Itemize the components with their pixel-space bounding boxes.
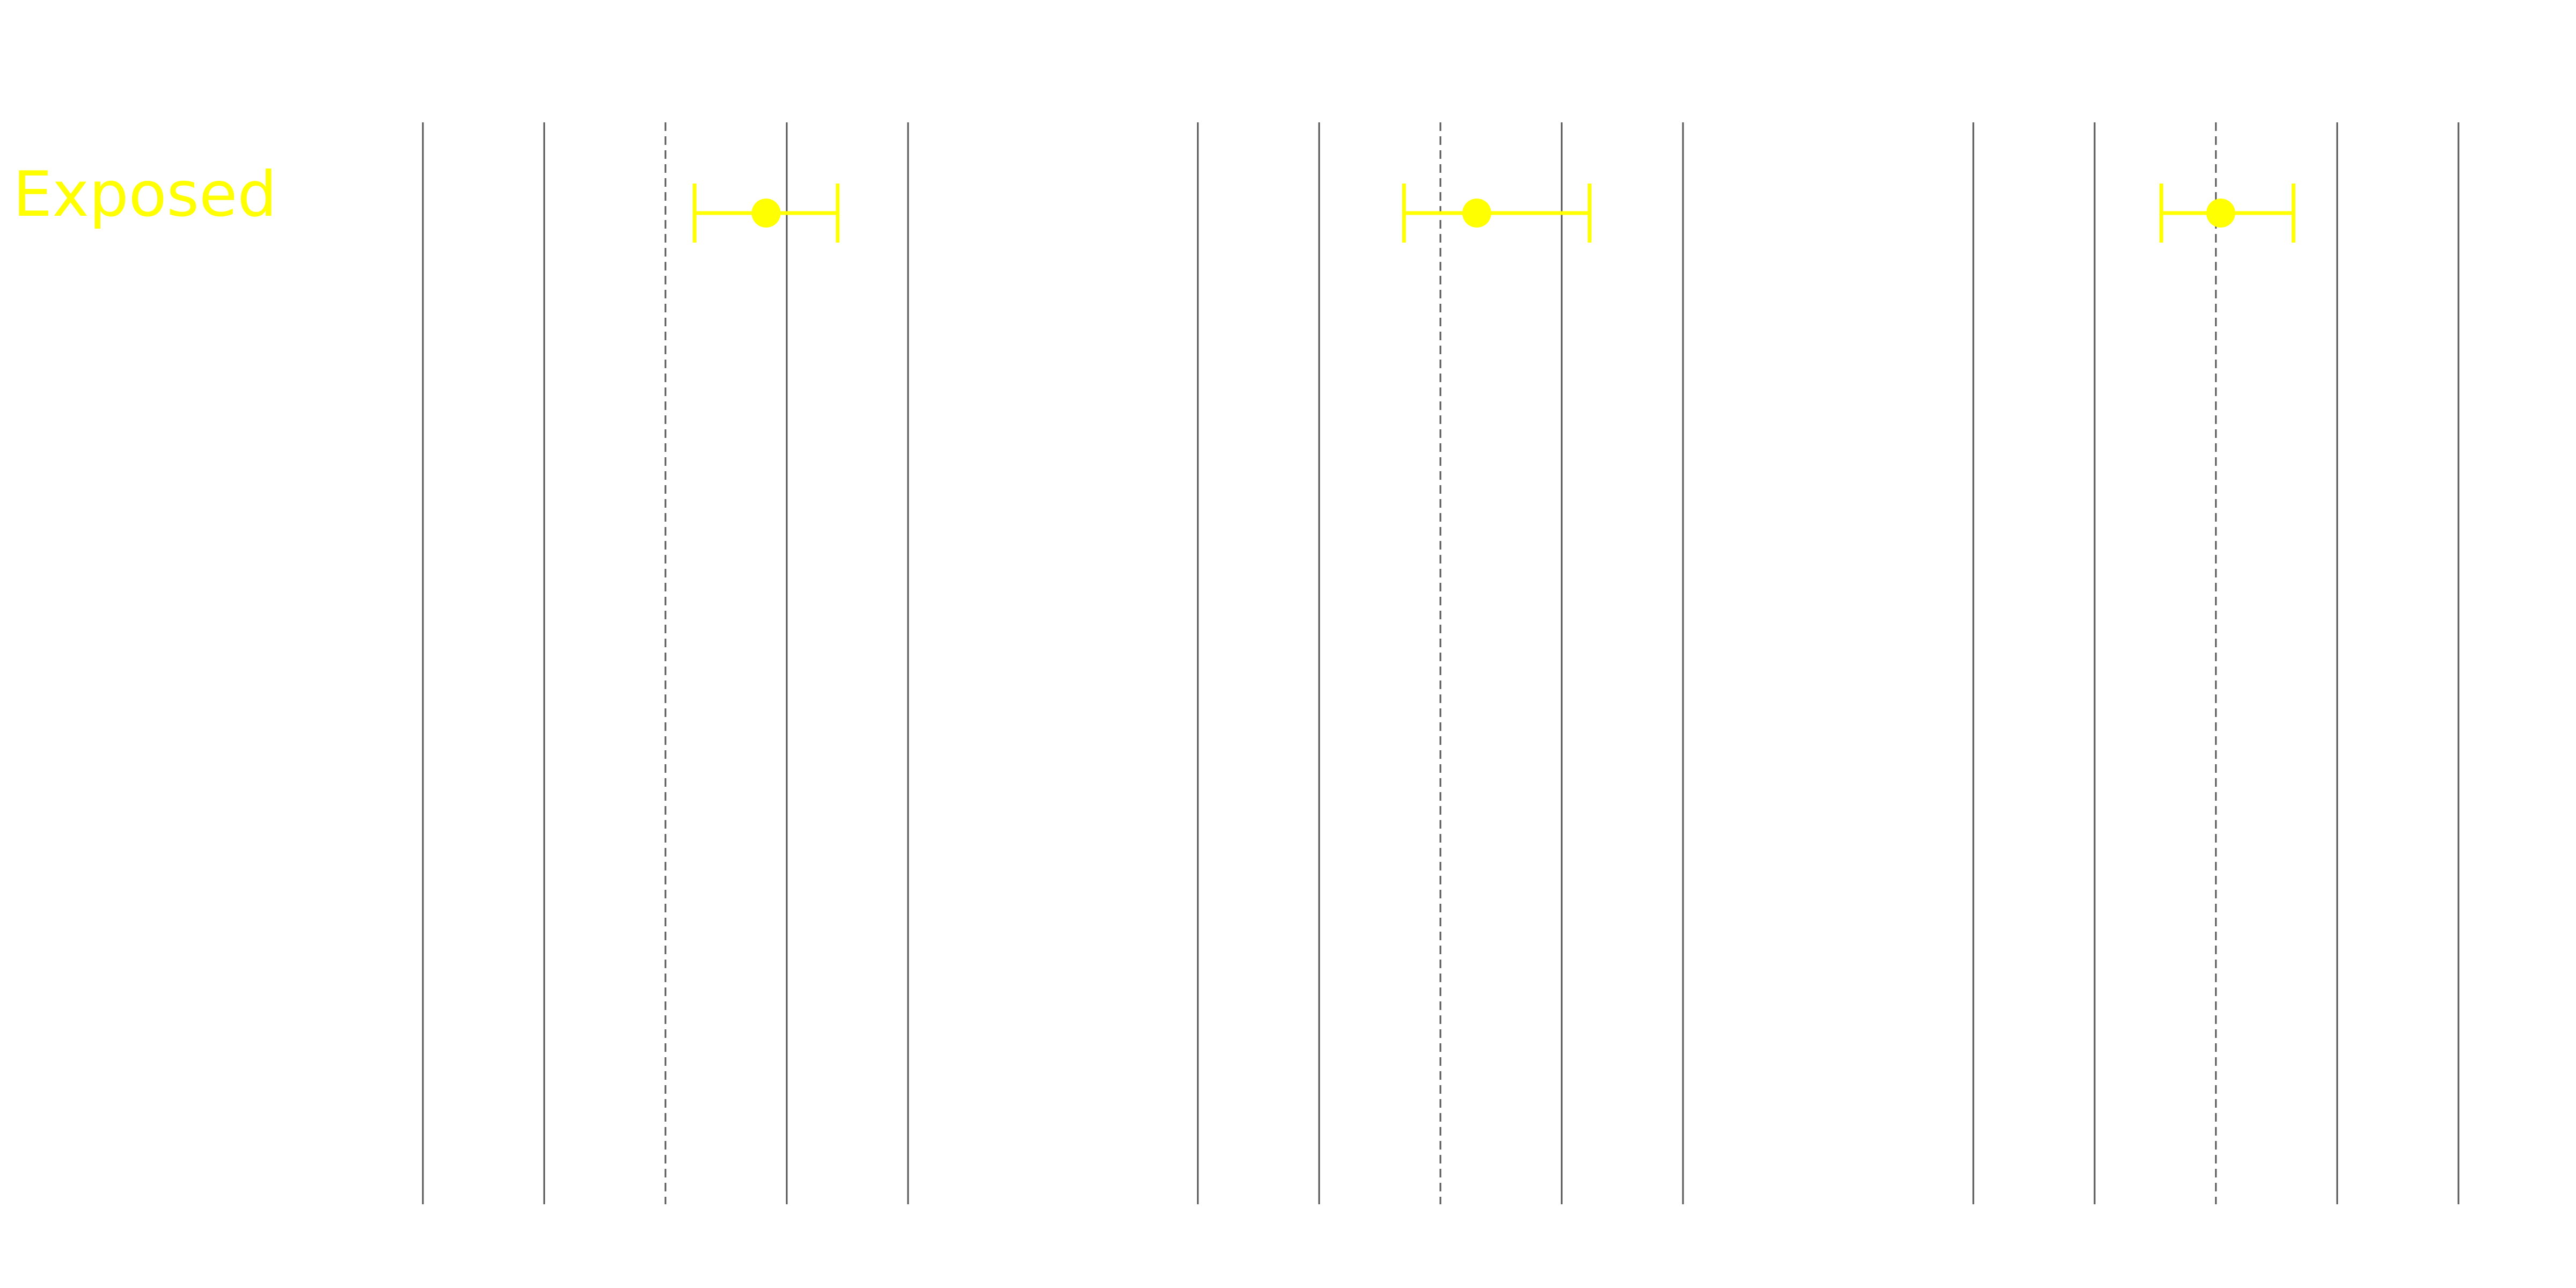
panels [422, 122, 2460, 1204]
panel-3 [1972, 122, 2460, 1204]
series-label-exposed: Exposed [13, 158, 277, 231]
panel-1 [422, 122, 909, 1204]
point-estimate [751, 199, 781, 228]
point-estimate [2206, 199, 2236, 228]
point-estimate [1462, 199, 1491, 228]
panel-2 [1197, 122, 1684, 1204]
